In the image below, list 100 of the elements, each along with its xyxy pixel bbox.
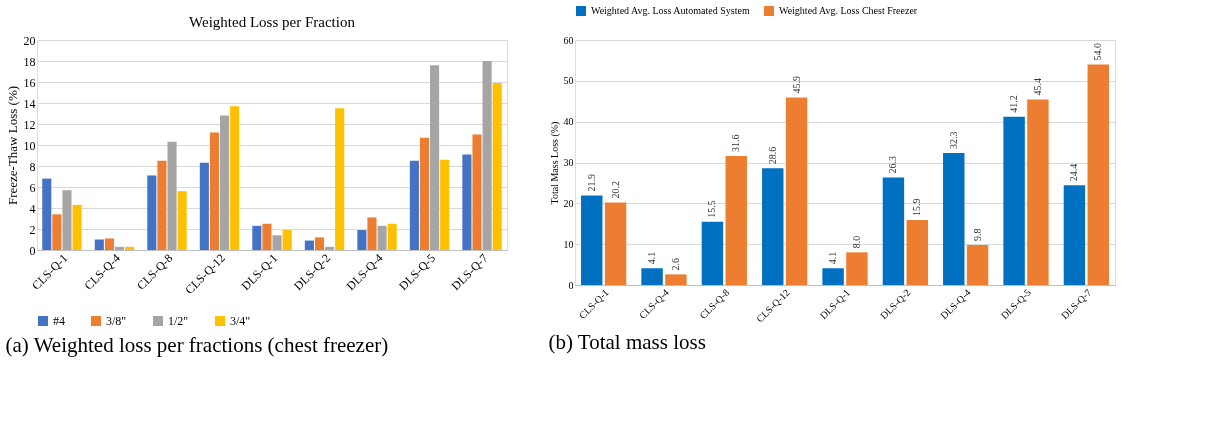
y-tick-label: 8: [29, 159, 36, 174]
data-label: 28.6: [766, 146, 778, 165]
data-label: 54.0: [1092, 43, 1104, 61]
data-label: 21.9: [585, 174, 597, 192]
bar: [377, 225, 387, 250]
data-label: 4.1: [827, 251, 839, 265]
bar: [785, 97, 808, 285]
y-tick-label: 40: [563, 116, 574, 128]
bar: [387, 223, 397, 250]
bar: [157, 160, 167, 250]
y-tick-label: 10: [23, 138, 36, 153]
data-label: 41.2: [1008, 95, 1020, 113]
legend-label: #4: [53, 314, 65, 328]
bar: [665, 274, 687, 285]
bar: [219, 115, 230, 250]
y-tick-label: 20: [23, 33, 36, 48]
y-tick-label: 16: [23, 75, 36, 90]
bar: [167, 141, 177, 250]
legend-label: 3/8": [106, 314, 127, 328]
bar: [1003, 116, 1025, 285]
legend-label: 3/4": [230, 314, 251, 328]
y-tick-label: 50: [563, 75, 574, 87]
data-label: 9.8: [971, 228, 983, 241]
y-tick-label: 2: [29, 222, 36, 237]
data-label: 15.5: [706, 200, 718, 218]
bar: [94, 239, 104, 250]
bar: [304, 240, 314, 250]
bar: [367, 217, 377, 250]
bar: [906, 220, 928, 285]
bar: [335, 108, 345, 250]
bar: [1027, 99, 1049, 285]
bar: [62, 190, 72, 250]
text: (b) Total mass loss: [548, 330, 706, 355]
text: (a) Weighted loss per fractions (chest freezer): [5, 333, 389, 357]
bar: [104, 238, 114, 250]
data-label: 8.0: [850, 235, 862, 249]
bar: [147, 175, 157, 250]
y-tick-label: 0: [568, 279, 574, 291]
bar: [42, 178, 52, 250]
y-tick-label: 20: [563, 197, 574, 209]
bar: [882, 177, 905, 285]
y-tick-label: 18: [23, 54, 36, 69]
bar: [125, 246, 135, 250]
data-label: 15.9: [911, 198, 923, 217]
bar: [604, 202, 627, 285]
bar: [272, 235, 282, 250]
y-tick-label: 12: [23, 117, 36, 132]
bar: [430, 65, 440, 250]
data-label: 4.1: [646, 251, 658, 265]
bar: [581, 195, 603, 285]
bar: [762, 168, 784, 285]
y-axis-title: Freeze-Thaw Loss (%): [4, 85, 20, 206]
bar: [409, 160, 419, 250]
bar: [440, 159, 450, 250]
y-tick-label: 14: [23, 96, 36, 111]
chart-title: Weighted Loss per Fraction: [189, 14, 356, 30]
y-tick-label: 0: [29, 243, 36, 258]
bar: [966, 244, 989, 285]
data-label: 32.3: [947, 131, 959, 150]
bar: [357, 230, 367, 250]
bar: [114, 246, 125, 250]
bar: [209, 132, 219, 250]
bar: [462, 154, 472, 250]
y-tick-label: 30: [563, 157, 574, 168]
y-tick-label: 10: [563, 238, 574, 250]
bar: [282, 230, 292, 250]
bar: [262, 223, 272, 250]
bar: [701, 221, 724, 285]
bar: [314, 237, 325, 250]
data-label: 20.2: [609, 181, 621, 199]
legend-label: Weighted Avg. Loss Chest Freezer: [779, 5, 918, 16]
legend-label: 1/2": [168, 314, 189, 328]
bar: [482, 61, 492, 250]
bar: [177, 191, 187, 250]
bar: [230, 106, 240, 250]
bar: [943, 153, 965, 285]
bar: [419, 137, 430, 250]
y-tick-label: 4: [29, 201, 36, 216]
bar: [52, 214, 62, 250]
bar: [252, 225, 262, 250]
bar: [72, 204, 82, 250]
bar: [725, 155, 747, 285]
bar: [325, 246, 335, 250]
data-label: 2.6: [669, 257, 681, 271]
y-tick-label: 6: [29, 180, 36, 195]
data-label: 45.4: [1031, 78, 1043, 96]
bar: [199, 162, 209, 250]
bar: [641, 268, 663, 285]
bar: [472, 134, 482, 250]
data-label: 24.4: [1068, 163, 1080, 182]
bar: [1063, 185, 1086, 285]
y-axis-title: Total Mass Loss (%): [548, 121, 561, 205]
bar: [492, 83, 502, 250]
data-label: 26.3: [887, 156, 899, 174]
data-label: 45.9: [790, 76, 802, 94]
bar: [846, 252, 868, 285]
bar: [822, 268, 844, 285]
y-tick-label: 60: [563, 34, 574, 46]
bar: [1087, 64, 1109, 285]
data-label: 31.6: [730, 134, 742, 152]
